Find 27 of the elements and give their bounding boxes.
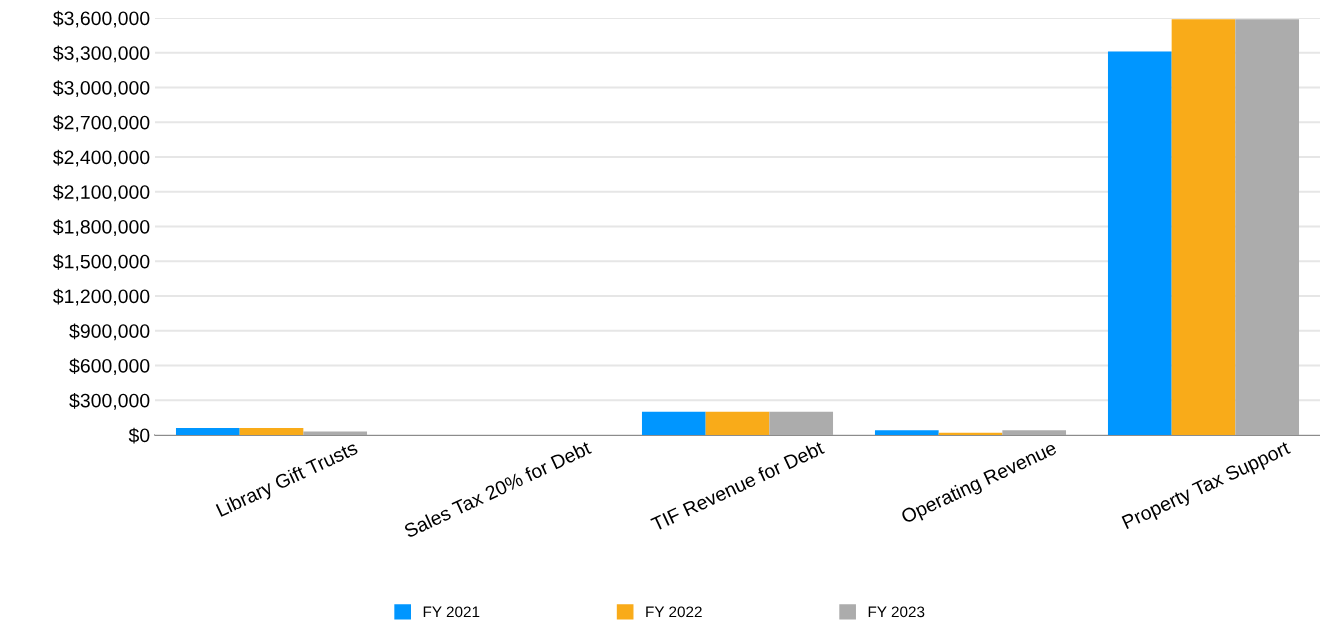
y-tick-label: $2,100,000 bbox=[53, 184, 150, 202]
y-tick-label: $1,800,000 bbox=[53, 219, 150, 237]
bar bbox=[1107, 51, 1172, 435]
y-tick-label: $600,000 bbox=[69, 358, 150, 376]
legend-label: FY 2022 bbox=[646, 606, 702, 618]
bar bbox=[1002, 430, 1067, 435]
y-tick-label: $300,000 bbox=[69, 392, 150, 410]
bar bbox=[175, 428, 240, 435]
bar bbox=[705, 411, 770, 435]
y-tick-label: $3,000,000 bbox=[53, 80, 150, 98]
y-tick-label: $2,400,000 bbox=[53, 149, 150, 167]
y-tick-label: $2,700,000 bbox=[53, 114, 150, 132]
bar bbox=[874, 430, 939, 435]
y-tick-label: $3,600,000 bbox=[53, 10, 150, 28]
y-tick-label: $0 bbox=[128, 427, 150, 444]
y-tick-label: $900,000 bbox=[69, 323, 150, 341]
legend-label: FY 2021 bbox=[423, 606, 480, 618]
y-tick-label: $1,500,000 bbox=[53, 253, 150, 271]
bar bbox=[1235, 19, 1300, 435]
bar bbox=[1171, 19, 1236, 435]
y-tick-label: $3,300,000 bbox=[53, 45, 150, 63]
bar bbox=[239, 428, 304, 435]
bar bbox=[641, 411, 706, 435]
bar bbox=[769, 411, 834, 435]
legend-label: FY 2023 bbox=[868, 606, 925, 618]
y-tick-label: $1,200,000 bbox=[53, 288, 150, 306]
x-tick-label: Sales Tax 20% for Debt bbox=[403, 439, 592, 539]
